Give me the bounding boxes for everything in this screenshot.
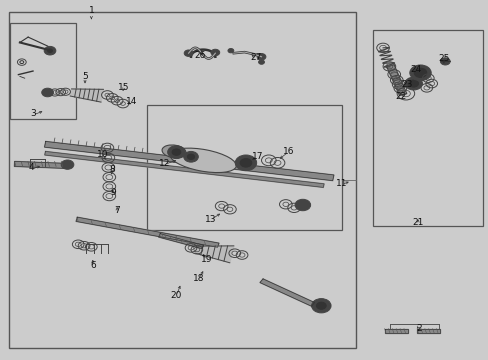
Circle shape <box>235 155 256 171</box>
Text: 19: 19 <box>201 255 212 264</box>
Polygon shape <box>76 217 219 247</box>
Polygon shape <box>416 329 440 333</box>
Circle shape <box>227 49 233 53</box>
Polygon shape <box>45 152 324 188</box>
Circle shape <box>183 152 198 162</box>
Circle shape <box>44 46 56 55</box>
Ellipse shape <box>170 148 236 172</box>
Text: 22: 22 <box>395 91 406 100</box>
Circle shape <box>316 302 325 309</box>
Circle shape <box>210 49 219 56</box>
Text: 25: 25 <box>437 54 448 63</box>
Polygon shape <box>14 161 68 168</box>
Text: 6: 6 <box>90 261 96 270</box>
Circle shape <box>172 149 181 156</box>
Text: 3: 3 <box>30 109 36 118</box>
Text: 12: 12 <box>158 159 170 168</box>
Polygon shape <box>195 246 233 263</box>
Text: 20: 20 <box>170 291 182 300</box>
Polygon shape <box>158 234 203 249</box>
Circle shape <box>41 88 53 97</box>
Circle shape <box>440 58 449 65</box>
Bar <box>147 105 341 230</box>
Polygon shape <box>386 65 406 95</box>
Text: 17: 17 <box>251 152 263 161</box>
Circle shape <box>240 158 251 167</box>
Circle shape <box>47 49 52 53</box>
Text: 4: 4 <box>29 163 34 172</box>
Text: 8: 8 <box>109 165 115 174</box>
Text: 9: 9 <box>110 188 116 197</box>
Circle shape <box>294 199 310 211</box>
Circle shape <box>258 60 264 64</box>
Text: 23: 23 <box>401 80 412 89</box>
Polygon shape <box>260 279 314 306</box>
Circle shape <box>404 77 422 90</box>
Text: 5: 5 <box>82 72 88 81</box>
Polygon shape <box>44 141 333 181</box>
Circle shape <box>167 146 185 158</box>
Text: 15: 15 <box>118 83 129 92</box>
Bar <box>9 12 356 348</box>
Text: 1: 1 <box>88 6 94 15</box>
Text: 10: 10 <box>97 150 108 159</box>
Polygon shape <box>70 89 103 102</box>
Text: 2: 2 <box>416 324 422 333</box>
Text: 13: 13 <box>204 215 216 224</box>
Circle shape <box>184 50 193 57</box>
Circle shape <box>408 80 418 87</box>
Circle shape <box>409 65 430 81</box>
Text: 24: 24 <box>409 66 421 75</box>
Circle shape <box>413 68 426 77</box>
Polygon shape <box>384 329 407 333</box>
Text: 7: 7 <box>114 206 120 215</box>
Circle shape <box>257 54 265 60</box>
Text: 27: 27 <box>249 53 261 62</box>
Circle shape <box>311 298 330 313</box>
Text: 18: 18 <box>193 274 204 283</box>
Circle shape <box>64 162 70 167</box>
Bar <box>372 30 482 226</box>
Text: 21: 21 <box>411 219 423 228</box>
Circle shape <box>187 154 194 159</box>
Text: 26: 26 <box>194 51 205 60</box>
Text: 14: 14 <box>126 97 137 106</box>
Circle shape <box>61 160 74 169</box>
Text: 11: 11 <box>335 179 347 188</box>
Text: 16: 16 <box>282 147 293 156</box>
Ellipse shape <box>162 145 185 158</box>
Bar <box>10 23 76 119</box>
